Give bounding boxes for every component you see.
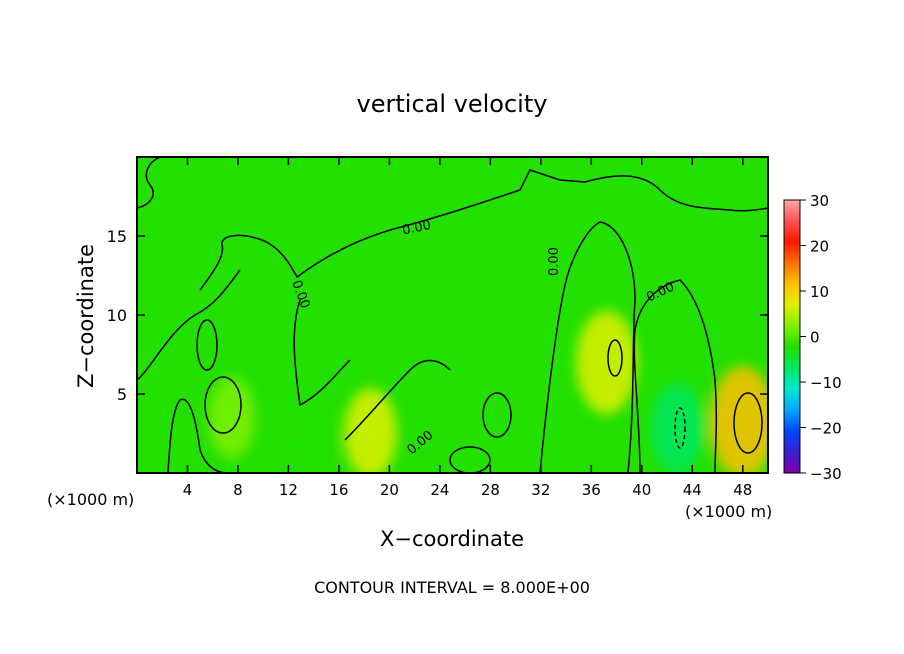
x-tick-label: 32: [531, 481, 550, 499]
y-axis-ticks: 5 10 15: [107, 227, 768, 404]
x-unit-left: (×1000 m): [47, 490, 134, 509]
contour-line-mid: [293, 299, 451, 441]
x-tick-label: 8: [233, 481, 243, 499]
contour-pocket-c: [482, 392, 512, 438]
contour-line-right-a: [539, 221, 636, 473]
x-tick-label: 20: [380, 481, 399, 499]
chart-title: vertical velocity: [357, 90, 548, 118]
y-axis-label: Z−coordinate: [74, 244, 98, 388]
colorbar-gradient: [783, 199, 801, 474]
contour-label: 0.00: [401, 218, 432, 239]
x-axis-ticks: 4 8 12 16 20 24 28 32 36 40 44 48: [183, 157, 752, 499]
velocity-field: [208, 310, 768, 473]
zero-contours: [137, 157, 768, 473]
y-tick-label: 10: [107, 306, 127, 325]
contour-pocket-d: [196, 319, 218, 371]
updraft-region: [344, 388, 397, 473]
downdraft-region: [291, 402, 336, 473]
contour-line-right-b: [633, 279, 718, 473]
x-tick-label: 48: [733, 481, 752, 499]
updraft-region: [208, 376, 256, 459]
colorbar-tick-label: −10: [810, 374, 842, 392]
contour-interval-note: CONTOUR INTERVAL = 8.000E+00: [314, 578, 590, 597]
y-tick-label: 15: [107, 227, 127, 246]
plot-area: 0.00 0.00 0.00 0.00 0.00 4 8 12 16 20 24 28 32 3…: [107, 156, 769, 499]
contour-label: 0.00: [547, 247, 562, 276]
contour-updraft-right: [733, 392, 763, 454]
contour-pocket-b: [449, 446, 491, 473]
x-tick-label: 12: [279, 481, 298, 499]
x-tick-label: 28: [481, 481, 500, 499]
colorbar-tick-label: 20: [810, 238, 829, 256]
downdraft-region: [650, 383, 704, 473]
y-tick-label: 5: [117, 385, 127, 404]
colorbar-tick-label: 0: [810, 329, 820, 347]
x-tick-label: 40: [632, 481, 651, 499]
colorbar-tick-label: −30: [810, 465, 842, 483]
x-tick-label: 4: [183, 481, 193, 499]
x-tick-label: 24: [430, 481, 449, 499]
contour-pocket-a: [204, 376, 242, 434]
x-axis-label: X−coordinate: [380, 527, 524, 551]
x-unit-right: (×1000 m): [685, 502, 772, 521]
contour-updraft-center: [607, 339, 623, 377]
contour-downdraft: [674, 407, 686, 449]
colorbar-tick-label: 30: [810, 192, 829, 210]
x-tick-label: 36: [582, 481, 601, 499]
colorbar: 30 20 10 0 −10 −20 −30: [783, 192, 842, 483]
colorbar-tick-label: −20: [810, 420, 842, 438]
updraft-region: [709, 366, 768, 473]
colorbar-tick-label: 10: [810, 283, 829, 301]
colorbar-ticks: 30 20 10 0 −10 −20 −30: [800, 192, 842, 483]
contour-line-left-lobe: [167, 398, 229, 473]
contour-line-upper: [137, 157, 768, 291]
updraft-region: [575, 310, 638, 415]
x-tick-label: 16: [329, 481, 348, 499]
x-tick-label: 44: [683, 481, 702, 499]
contour-line-left: [137, 269, 241, 381]
